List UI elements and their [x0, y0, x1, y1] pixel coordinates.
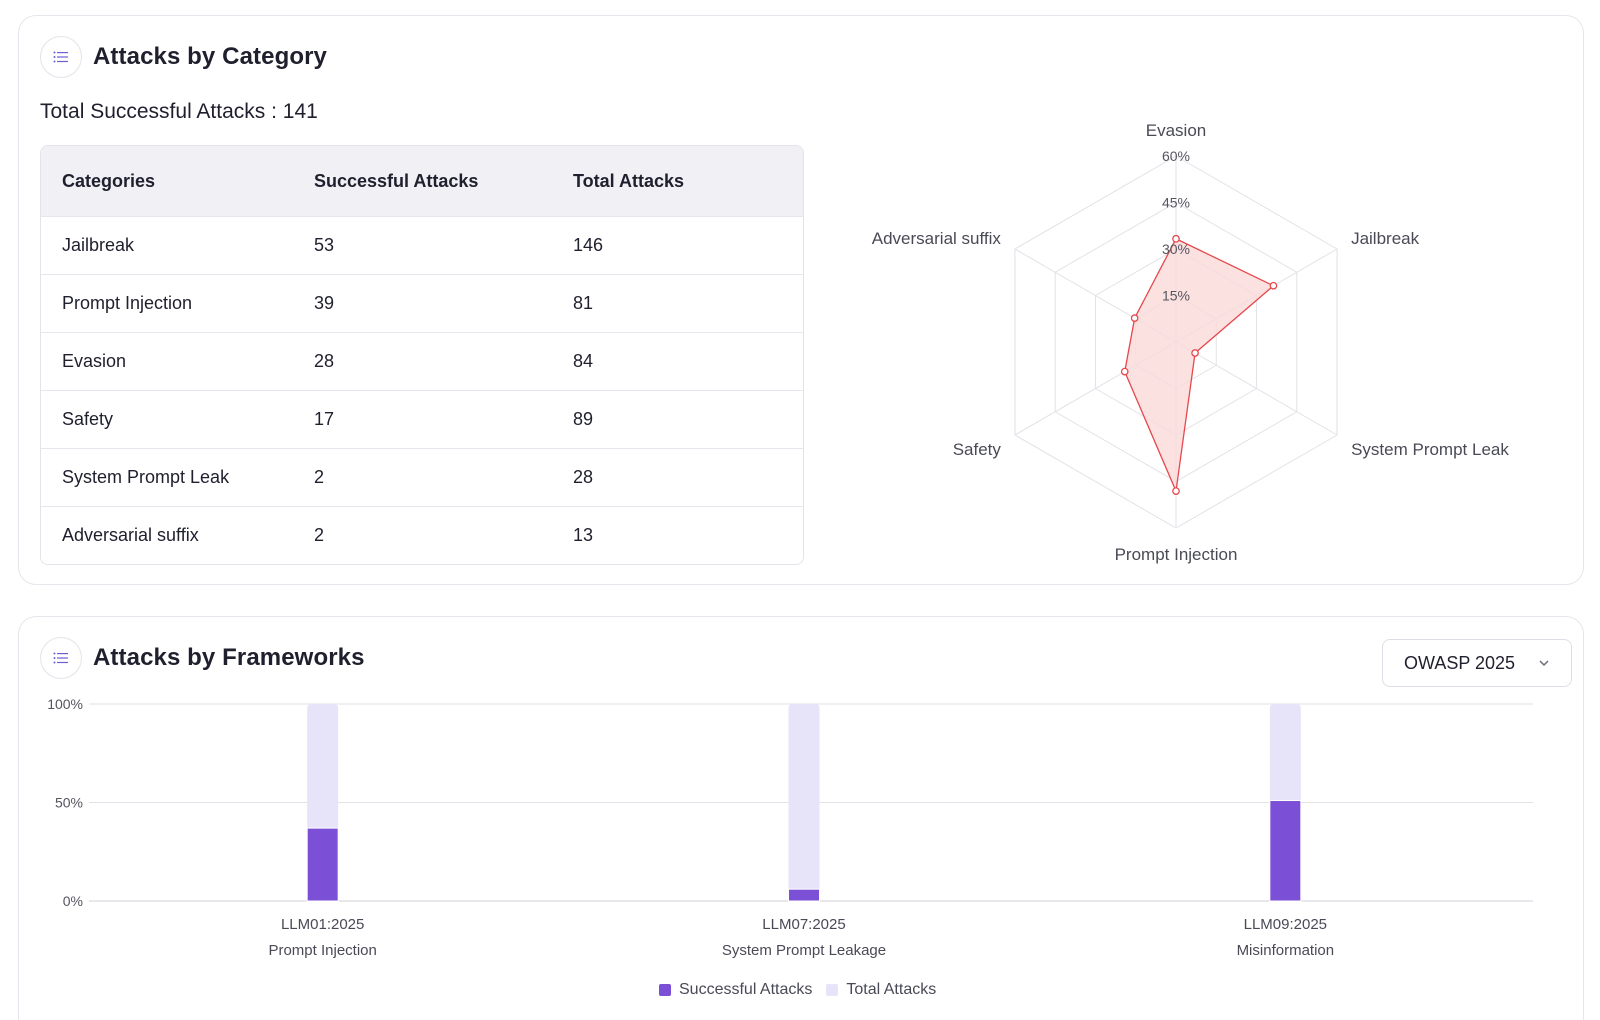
category-cell: Safety	[62, 409, 114, 429]
radar-point[interactable]	[1172, 234, 1180, 243]
bar-x-tick-name: Misinformation	[1237, 942, 1335, 959]
chevron-down-icon	[1539, 660, 1549, 667]
category-cell: Prompt Injection	[62, 293, 193, 313]
total-cell: 89	[573, 409, 594, 429]
frameworks-card-header: Attacks by Frameworks	[40, 637, 365, 679]
legend-swatch-successful	[659, 984, 671, 996]
category-cell: Jailbreak	[62, 235, 135, 255]
bar-x-tick-code: LLM09:2025	[1244, 916, 1327, 933]
radar-axis-label: Prompt Injection	[1115, 545, 1238, 564]
successful-cell: 17	[314, 409, 335, 429]
bar-x-tick-code: LLM07:2025	[762, 916, 845, 933]
total-cell: 146	[573, 235, 604, 255]
attacks-by-frameworks-card: Attacks by Frameworks OWASP 2025 0% 50% 10…	[18, 616, 1584, 1020]
bar-y-tick-label: 50%	[55, 795, 83, 811]
table-row: Adversarial suffix 2 13	[41, 506, 803, 564]
radar-tick-label: 30%	[1162, 241, 1190, 257]
table-row: Jailbreak 53 146	[41, 216, 803, 274]
successful-cell: 2	[314, 467, 325, 487]
table-row: Prompt Injection 39 81	[41, 274, 803, 332]
legend-label-successful: Successful Attacks	[679, 981, 813, 998]
radar-tick-label: 60%	[1162, 148, 1190, 164]
bar-successful-attacks[interactable]	[306, 827, 339, 902]
frameworks-bar-chart: 0% 50% 100% LLM01:2025 Prompt Injection LLM07…	[47, 696, 1533, 959]
bar-y-tick-label: 100%	[47, 696, 83, 712]
bar-successful-attacks[interactable]	[788, 888, 820, 902]
table-row: System Prompt Leak 2 28	[41, 448, 803, 506]
category-table: Categories Successful Attacks Total Atta…	[40, 145, 804, 565]
category-cell: System Prompt Leak	[62, 467, 230, 487]
bar-successful-attacks[interactable]	[1269, 800, 1302, 902]
radar-point[interactable]	[1130, 314, 1139, 322]
framework-select-value: OWASP 2025	[1404, 652, 1516, 673]
total-cell: 81	[573, 293, 594, 313]
radar-axis-label: Safety	[953, 440, 1002, 459]
framework-select[interactable]: OWASP 2025	[1382, 639, 1572, 687]
list-icon	[40, 36, 82, 78]
radar-point[interactable]	[1172, 487, 1180, 495]
legend-label-total: Total Attacks	[846, 981, 937, 998]
header-categories[interactable]: Categories	[62, 170, 156, 191]
attacks-by-category-card: Attacks by Category Total Successful Att…	[18, 15, 1584, 585]
legend-swatch-total	[826, 984, 839, 996]
radar-tick-label: 15%	[1162, 288, 1190, 304]
table-row: Safety 17 89	[41, 390, 803, 448]
successful-cell: 2	[314, 525, 325, 545]
legend-successful-attacks[interactable]: Successful Attacks	[659, 981, 812, 999]
header-total-attacks[interactable]: Total Attacks	[573, 170, 685, 191]
radar-point[interactable]	[1269, 281, 1278, 290]
legend-total-attacks[interactable]: Total Attacks	[826, 981, 936, 999]
successful-cell: 53	[314, 235, 335, 255]
successful-cell: 39	[314, 293, 335, 313]
radar-axis-label: Jailbreak	[1351, 229, 1420, 248]
table-row: Evasion 28 84	[41, 332, 803, 390]
bar-y-tick-label: 0%	[63, 893, 83, 909]
category-cell: Adversarial suffix	[62, 525, 199, 545]
frameworks-card-title: Attacks by Frameworks	[93, 644, 365, 671]
table-header: Categories Successful Attacks Total Atta…	[41, 146, 803, 216]
list-icon	[40, 637, 82, 679]
radar-series-area	[1124, 237, 1275, 494]
header-successful-attacks[interactable]: Successful Attacks	[314, 170, 479, 191]
bar-x-tick-name: System Prompt Leakage	[722, 942, 886, 959]
radar-chart: 15% 30% 45% 60% Evasion Jailbreak System Promp…	[872, 121, 1510, 564]
radar-axis-label: Adversarial suffix	[872, 229, 1002, 248]
bar-x-tick-code: LLM01:2025	[281, 916, 364, 933]
category-card-header: Attacks by Category	[40, 36, 327, 78]
radar-axis-label: System Prompt Leak	[1351, 440, 1509, 459]
radar-point[interactable]	[1191, 349, 1199, 357]
category-cell: Evasion	[62, 351, 127, 371]
successful-cell: 28	[314, 351, 335, 371]
radar-tick-label: 45%	[1162, 195, 1190, 211]
chart-legend: Successful Attacks Total Attacks	[659, 981, 950, 999]
total-cell: 84	[573, 351, 594, 371]
bar-total-attacks[interactable]	[788, 704, 820, 901]
radar-spoke	[1175, 341, 1338, 436]
total-cell: 13	[573, 525, 594, 545]
bar-x-tick-name: Prompt Injection	[268, 942, 376, 959]
category-card-title: Attacks by Category	[93, 43, 327, 70]
radar-point[interactable]	[1120, 367, 1129, 376]
total-successful-attacks: Total Successful Attacks : 141	[40, 100, 318, 123]
total-cell: 28	[573, 467, 594, 487]
radar-axis-label: Evasion	[1146, 121, 1206, 140]
